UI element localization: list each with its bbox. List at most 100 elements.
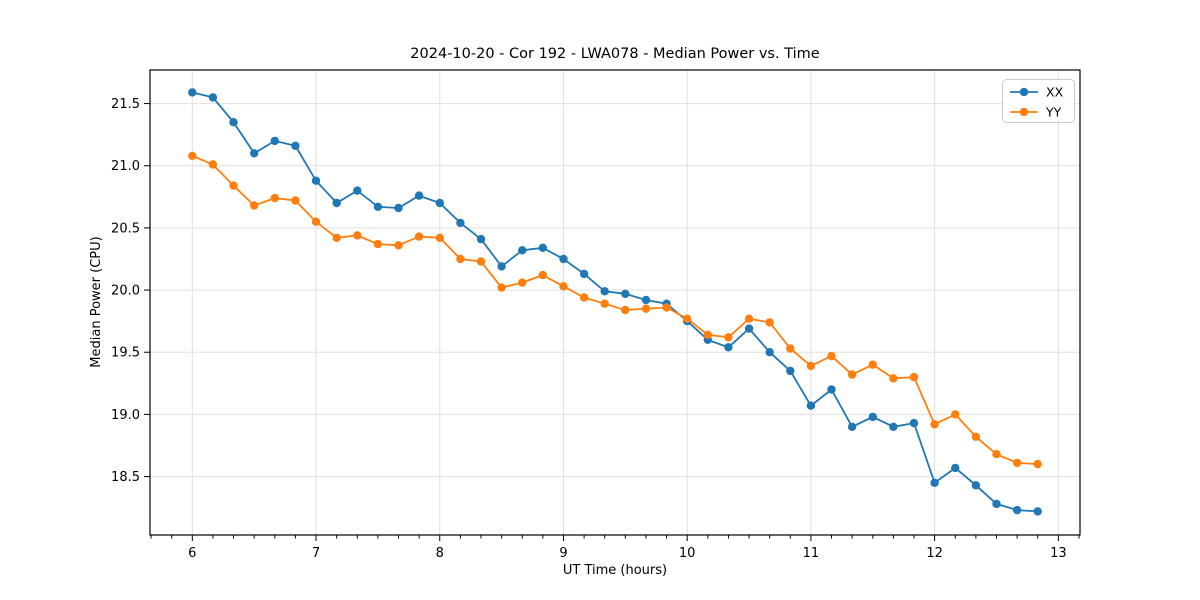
yy-marker [683, 314, 692, 323]
xx-marker [373, 202, 383, 211]
xx-marker [909, 418, 919, 428]
xx-marker [1012, 505, 1022, 515]
xx-marker [332, 198, 341, 208]
x-tick-label: 7 [312, 546, 320, 561]
yy-marker [456, 254, 465, 264]
xx-marker [765, 348, 774, 357]
y-tick-label: 20.5 [111, 221, 140, 236]
y-tick-label: 18.5 [111, 470, 140, 485]
gridlines [150, 70, 1080, 535]
yy-marker [1033, 459, 1042, 469]
yy-line [191, 154, 1038, 465]
legend-marker-yy [1019, 107, 1029, 117]
yy-marker [971, 432, 981, 441]
xx-marker [1033, 507, 1042, 516]
legend-label-xx: XX [1046, 85, 1064, 100]
xx-marker [951, 463, 960, 473]
data-series [188, 88, 1042, 516]
chart-title: 2024-10-20 - Cor 192 - LWA078 - Median P… [410, 46, 819, 62]
yy-marker [724, 333, 733, 342]
yy-marker [827, 351, 836, 361]
xx-marker [600, 287, 609, 296]
xx-marker [806, 401, 816, 410]
xx-marker [518, 246, 527, 255]
xx-marker [827, 385, 836, 394]
yy-marker [992, 450, 1001, 459]
y-tick-label: 21.5 [111, 97, 140, 112]
x-tick-label: 13 [1050, 546, 1067, 561]
x-tick-label: 9 [559, 546, 567, 561]
xx-marker [538, 243, 547, 252]
xx-marker [353, 186, 362, 195]
yy-marker [930, 420, 939, 429]
x-tick-label: 11 [803, 546, 820, 561]
yy-marker [311, 217, 321, 226]
yy-marker [806, 361, 816, 371]
xx-marker [621, 289, 630, 298]
yy-marker [229, 181, 238, 190]
yy-marker [765, 318, 774, 327]
xx-marker [229, 118, 238, 127]
yy-marker [497, 283, 506, 292]
yy-marker [332, 233, 341, 242]
x-axis-label: UT Time (hours) [563, 563, 667, 578]
x-tick-label: 10 [679, 546, 696, 561]
xx-marker [641, 295, 651, 305]
yy-marker [786, 344, 795, 353]
xx-marker [435, 198, 444, 208]
yy-marker [662, 303, 671, 312]
yy-marker [291, 196, 300, 205]
xx-marker [456, 218, 465, 228]
legend: XX YY [1002, 79, 1075, 123]
yy-marker [559, 282, 568, 291]
xx-marker [414, 191, 424, 200]
yy-marker [414, 232, 424, 241]
yy-marker [538, 270, 547, 280]
y-tick-label: 19.5 [111, 346, 140, 361]
xx-marker [971, 481, 981, 490]
legend-box [1002, 79, 1075, 123]
xx-marker [930, 478, 939, 487]
xx-marker [291, 141, 300, 150]
yy-marker [579, 293, 589, 302]
x-tick-label: 8 [436, 546, 444, 561]
yy-marker [600, 299, 609, 308]
y-axis-label: Median Power (CPU) [89, 236, 104, 367]
yy-marker [435, 233, 444, 242]
xx-marker [579, 269, 589, 279]
yy-marker [909, 372, 919, 382]
y-tick-label: 20.0 [111, 284, 140, 299]
legend-marker-xx [1019, 87, 1029, 97]
y-tick-label: 19.0 [111, 408, 140, 423]
yy-marker [847, 370, 857, 379]
xx-marker [744, 324, 754, 333]
xx-marker [394, 203, 403, 213]
xx-line [192, 91, 1038, 513]
yy-marker [641, 304, 651, 313]
xx-marker [476, 234, 486, 244]
xx-marker [497, 262, 506, 271]
xx-marker [270, 136, 279, 146]
xx-marker [992, 499, 1001, 509]
yy-marker [270, 193, 279, 203]
yy-marker [889, 374, 898, 383]
y-tick-label: 21.0 [111, 159, 140, 174]
xx-marker [786, 366, 795, 376]
legend-label-yy: YY [1045, 105, 1062, 120]
xx-marker [847, 422, 857, 431]
yy-marker [518, 278, 527, 287]
yy-marker [1012, 458, 1022, 468]
xx-marker [559, 254, 568, 264]
yy-marker [208, 160, 218, 169]
yy-marker [188, 151, 197, 160]
yy-marker [744, 314, 754, 323]
yy-marker [250, 201, 259, 210]
yy-marker [373, 239, 383, 249]
yy-marker [394, 241, 403, 250]
xx-marker [868, 412, 877, 422]
axis-ticks: 6 7 8 9 10 11 12 13 18.5 19.0 19.5 20.0 20.5 21.0 21.5 [111, 97, 1080, 561]
yy-marker [476, 257, 486, 266]
yy-marker [353, 231, 362, 240]
